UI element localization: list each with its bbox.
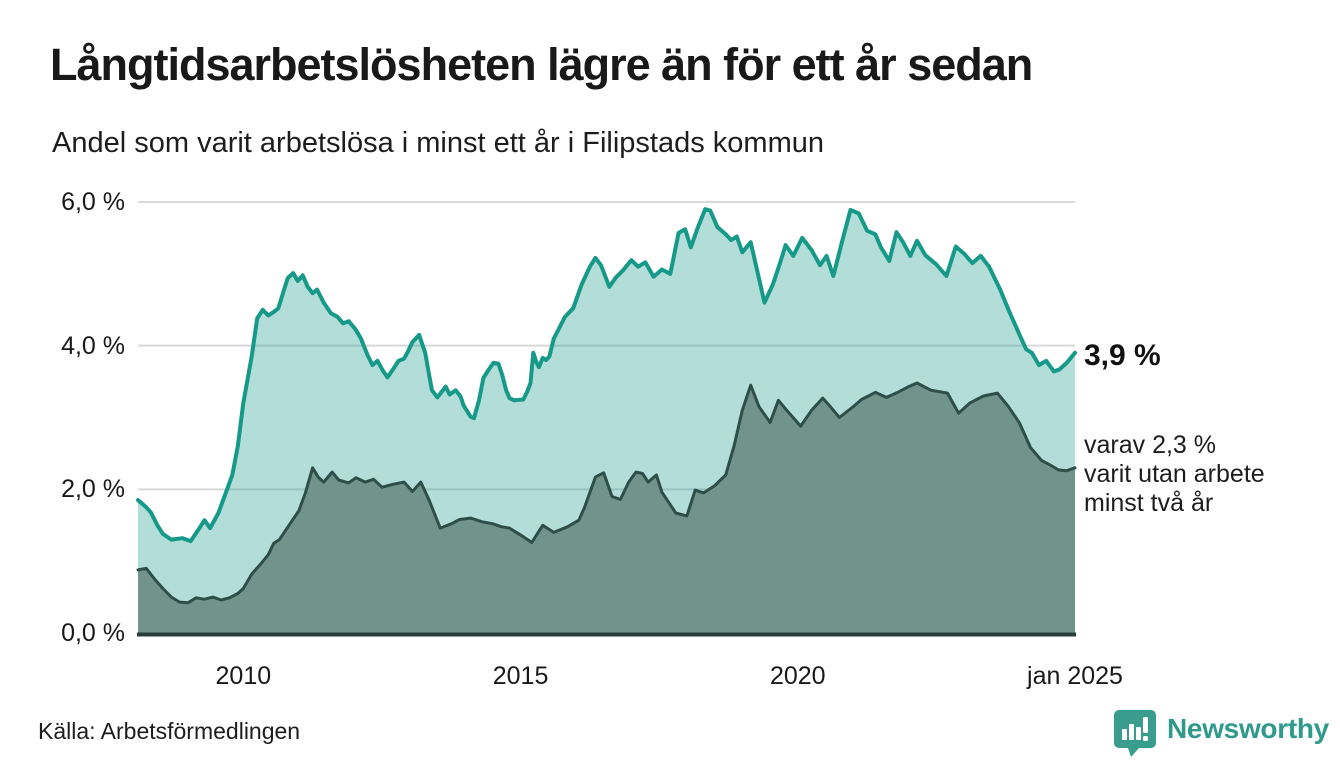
y-axis-label: 2,0 %: [61, 475, 125, 504]
subset-value-annotation: varav 2,3 % varit utan arbete minst två …: [1084, 431, 1334, 518]
subset-annotation-line3: minst två år: [1084, 489, 1214, 517]
area-two-years: [138, 383, 1075, 633]
line-two-years: [136, 381, 1077, 605]
x-axis-label: 2015: [492, 662, 549, 690]
y-axis-label: 0,0 %: [61, 619, 125, 647]
source-credit: Källa: Arbetsförmedlingen: [38, 718, 301, 744]
x-axis-label: jan 2025: [1027, 662, 1123, 690]
latest-value-annotation: 3,9 %: [1084, 339, 1161, 372]
newsworthy-logo-icon: [1114, 710, 1156, 757]
x-axis-label: 2020: [769, 662, 826, 690]
newsworthy-logo-text: Newsworthy: [1167, 713, 1329, 744]
y-axis-label: 4,0 %: [61, 331, 125, 360]
page-title: Långtidsarbetslösheten lägre än för ett …: [50, 39, 1033, 90]
subset-annotation-line2: varit utan arbete: [1084, 460, 1265, 488]
subset-annotation-line1: varav 2,3 %: [1084, 431, 1217, 459]
line-total-one-year: [136, 207, 1077, 544]
x-axis-label: 2010: [215, 662, 272, 690]
newsworthy-logo: Newsworthy: [1113, 708, 1329, 760]
y-axis-label: 6,0 %: [61, 188, 125, 216]
chart-subtitle: Andel som varit arbetslösa i minst ett å…: [52, 127, 824, 159]
